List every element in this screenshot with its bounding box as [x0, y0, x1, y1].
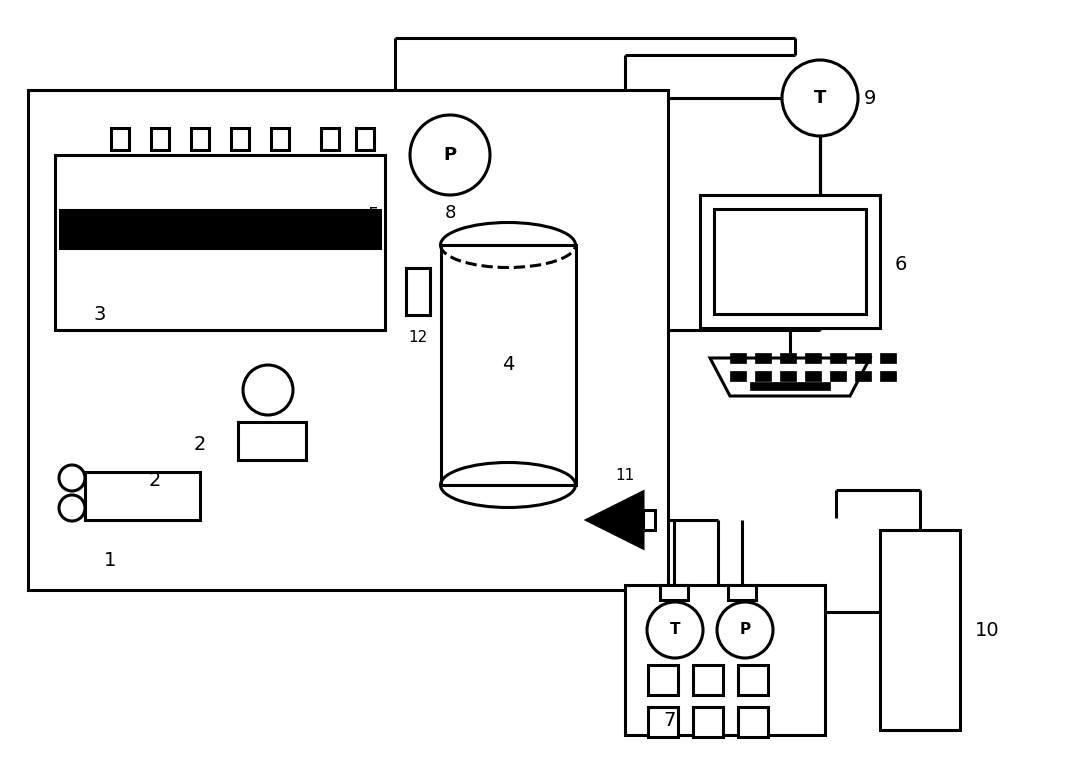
Text: 2: 2 — [193, 436, 206, 455]
Bar — [730, 371, 746, 381]
Text: 7: 7 — [664, 710, 677, 729]
Text: 4: 4 — [502, 355, 514, 374]
Bar — [356, 128, 374, 150]
Bar — [755, 371, 771, 381]
Bar — [60, 210, 380, 248]
Circle shape — [782, 60, 858, 136]
Bar — [780, 353, 796, 363]
Bar — [855, 353, 871, 363]
Circle shape — [59, 465, 85, 491]
Bar — [85, 472, 200, 520]
Bar — [738, 707, 768, 737]
Bar — [750, 382, 830, 390]
Bar — [238, 422, 306, 460]
Bar — [191, 128, 209, 150]
Polygon shape — [490, 262, 518, 318]
Bar — [231, 128, 249, 150]
Polygon shape — [462, 262, 490, 318]
Bar — [830, 371, 846, 381]
Bar — [441, 245, 576, 485]
Polygon shape — [588, 492, 643, 548]
Circle shape — [717, 602, 773, 658]
Text: 9: 9 — [863, 89, 876, 108]
Text: P: P — [740, 622, 750, 638]
Bar — [28, 90, 668, 590]
Bar — [643, 510, 655, 530]
Bar — [406, 268, 430, 315]
Bar — [830, 353, 846, 363]
Circle shape — [647, 602, 703, 658]
Bar — [626, 585, 825, 735]
Text: 2: 2 — [149, 471, 161, 490]
Bar — [648, 707, 678, 737]
Circle shape — [59, 495, 85, 521]
Bar — [855, 371, 871, 381]
Circle shape — [243, 365, 293, 415]
Text: 11: 11 — [616, 468, 634, 483]
Text: T: T — [813, 89, 826, 107]
Bar — [730, 353, 746, 363]
Circle shape — [411, 115, 490, 195]
Bar — [880, 353, 896, 363]
Bar — [272, 128, 289, 150]
Bar — [648, 665, 678, 695]
Bar — [55, 155, 386, 330]
Bar — [693, 665, 723, 695]
Text: T: T — [670, 622, 680, 638]
Bar — [880, 371, 896, 381]
Bar — [755, 353, 771, 363]
Bar — [321, 128, 339, 150]
Bar — [111, 128, 129, 150]
Text: P: P — [443, 146, 456, 164]
Bar — [728, 585, 756, 600]
Bar — [738, 665, 768, 695]
Text: 12: 12 — [408, 329, 428, 345]
Bar — [700, 195, 880, 328]
Polygon shape — [710, 358, 870, 396]
Bar — [714, 209, 866, 314]
Bar — [780, 371, 796, 381]
Text: 5: 5 — [368, 206, 379, 224]
Bar — [805, 353, 821, 363]
Bar — [693, 707, 723, 737]
Bar — [151, 128, 169, 150]
Bar — [660, 585, 689, 600]
Text: 6: 6 — [895, 256, 908, 275]
Bar — [880, 530, 960, 730]
Text: 3: 3 — [93, 306, 106, 325]
Bar — [805, 371, 821, 381]
Text: 8: 8 — [444, 204, 456, 222]
Text: 1: 1 — [104, 550, 116, 569]
Text: 10: 10 — [975, 621, 999, 640]
